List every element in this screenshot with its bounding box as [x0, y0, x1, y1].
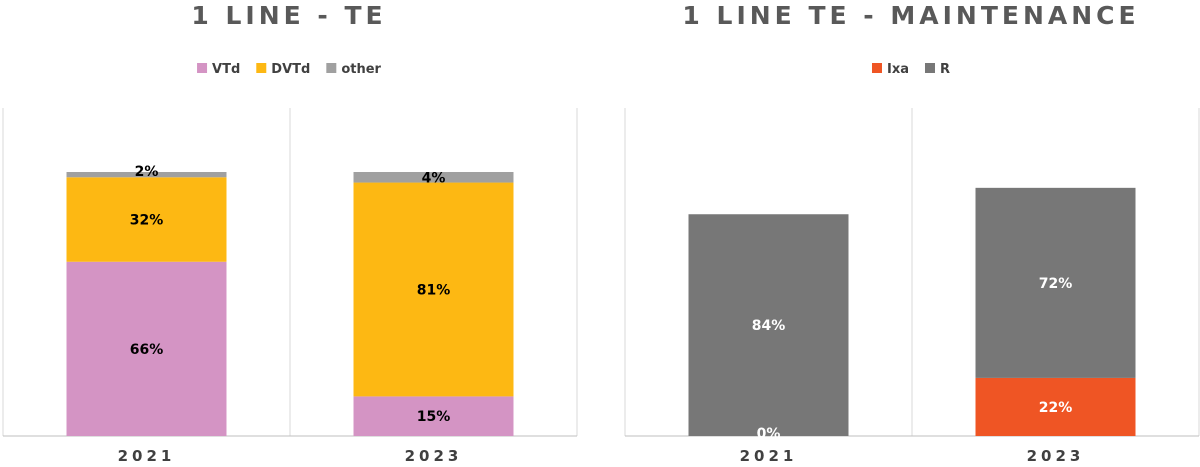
legend-label-ixa: Ixa [887, 62, 909, 77]
x-tick-label-2023: 2023 [1027, 447, 1085, 465]
legend-label-other: other [341, 62, 381, 77]
chart-title: 1 LINE TE - MAINTENANCE [682, 1, 1139, 30]
stacked-bar-chart-maintenance: 1 LINE TE - MAINTENANCE Ixa R 2021 0% 84% 2023… [624, 1, 1200, 465]
data-label-dvtd-2021: 32% [130, 213, 164, 229]
stacked-bar-chart-te: 1 LINE - TE VTd DVTd other 2021 66% 32% 2% 2023 1… [2, 1, 578, 465]
data-label-r-2023: 72% [1039, 276, 1073, 292]
bar-segment-dvtd-2021 [66, 177, 227, 262]
legend-swatch-vtd [197, 63, 208, 73]
chart-panel-maintenance: 1 LINE TE - MAINTENANCE Ixa R 2021 0% 84% 2023… [622, 0, 1200, 467]
legend-swatch-other [326, 63, 337, 73]
x-tick-label-2021: 2021 [118, 447, 176, 465]
legend-swatch-dvtd [256, 63, 267, 73]
bar-segment-vtd-2021 [66, 261, 227, 436]
data-label-r-2021: 84% [752, 318, 786, 334]
bar-segment-dvtd-2023 [353, 182, 514, 397]
chart-panel-te: 1 LINE - TE VTd DVTd other 2021 66% 32% 2% 2023 1… [0, 0, 578, 467]
legend-swatch-r [924, 63, 935, 73]
legend: Ixa R [871, 62, 950, 77]
data-label-ixa-2023: 22% [1039, 400, 1073, 416]
data-label-ixa-2021: 0% [757, 426, 781, 442]
data-label-other-2023: 4% [422, 170, 446, 186]
data-label-other-2021: 2% [135, 164, 159, 180]
legend-label-vtd: VTd [212, 62, 240, 77]
bar-segment-r-2021 [688, 214, 849, 436]
bar-segment-vtd-2023 [353, 396, 514, 436]
legend-label-r: R [940, 62, 950, 77]
data-label-dvtd-2023: 81% [417, 282, 451, 298]
bar-segment-ixa-2023 [975, 377, 1136, 436]
x-tick-label-2021: 2021 [740, 447, 798, 465]
bar-segment-r-2023 [975, 187, 1136, 378]
bar-segment-other-2023 [353, 172, 514, 183]
legend: VTd DVTd other [197, 62, 382, 77]
legend-swatch-ixa [871, 63, 882, 73]
data-label-vtd-2023: 15% [417, 409, 451, 425]
data-label-vtd-2021: 66% [130, 342, 164, 358]
x-tick-label-2023: 2023 [405, 447, 463, 465]
bar-segment-other-2021 [66, 172, 227, 178]
legend-label-dvtd: DVTd [271, 62, 310, 77]
chart-title: 1 LINE - TE [191, 1, 386, 30]
